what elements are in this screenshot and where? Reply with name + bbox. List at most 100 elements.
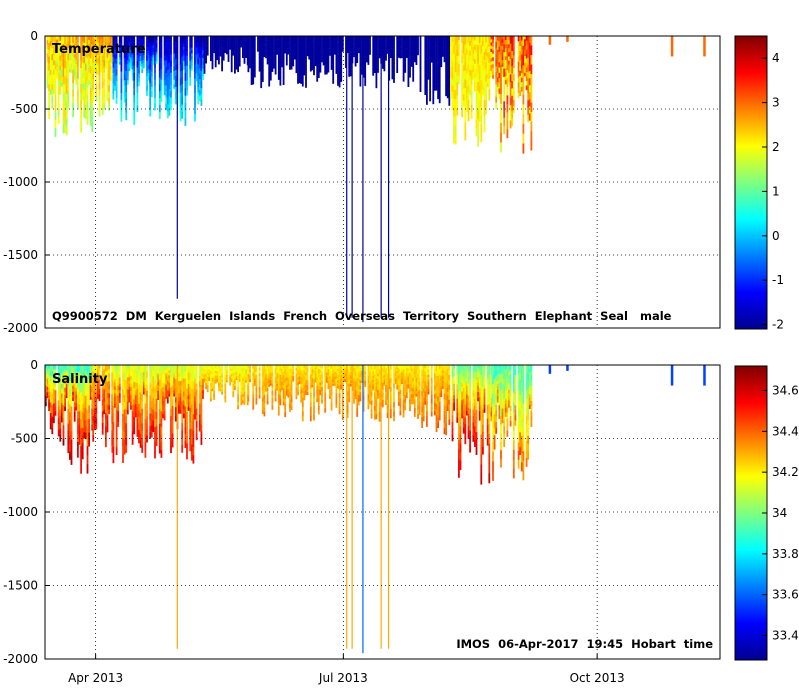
profile-cell xyxy=(338,57,341,62)
profile-cell xyxy=(293,45,296,48)
profile-cell xyxy=(362,67,365,71)
profile-cell xyxy=(128,56,131,60)
profile-cell xyxy=(211,382,214,385)
profile-cell xyxy=(451,79,454,86)
profile-cell xyxy=(271,56,274,61)
profile-cell xyxy=(195,43,198,48)
colorbar-tick-label: 4 xyxy=(772,51,780,65)
profile-cell xyxy=(187,365,190,370)
profile-cell xyxy=(144,403,147,412)
profile-cell xyxy=(200,384,203,392)
profile-cell xyxy=(70,406,73,416)
profile-cell xyxy=(232,40,235,43)
profile-cell xyxy=(67,408,70,417)
profile-cell xyxy=(155,52,158,55)
profile-cell xyxy=(146,384,148,391)
profile-cell xyxy=(131,411,134,419)
profile-cell xyxy=(419,36,422,41)
profile-cell xyxy=(57,412,60,419)
profile-cell xyxy=(314,41,317,44)
profile-cell xyxy=(171,378,174,386)
profile-cell xyxy=(269,43,272,48)
profile-cell xyxy=(391,50,394,55)
profile-cell xyxy=(45,365,47,369)
profile-cell xyxy=(146,90,148,96)
profile-cell xyxy=(284,44,287,47)
profile-cell xyxy=(512,67,515,75)
profile-cell xyxy=(509,51,512,60)
profile-cell xyxy=(224,40,227,42)
profile-cell xyxy=(98,394,101,398)
profile-cell xyxy=(100,36,102,40)
profile-cell xyxy=(216,43,219,47)
profile-cell xyxy=(361,64,363,69)
profile-cell xyxy=(257,42,259,44)
profile-cell xyxy=(81,51,84,58)
profile-cell xyxy=(174,416,177,422)
profile-cell xyxy=(258,59,261,63)
profile-cell xyxy=(500,45,502,56)
profile-cell xyxy=(263,399,266,404)
profile-cell xyxy=(73,54,76,58)
profile-cell xyxy=(511,43,514,52)
profile-cell xyxy=(198,398,201,404)
profile-cell xyxy=(301,56,304,62)
profile-cell xyxy=(150,46,153,52)
profile-cell xyxy=(142,60,145,64)
profile-cell xyxy=(131,54,134,59)
profile-cell xyxy=(522,55,525,66)
profile-cell xyxy=(109,36,112,40)
profile-cell xyxy=(62,425,65,433)
profile-cell xyxy=(234,367,236,370)
profile-cell xyxy=(170,408,172,417)
profile-cell xyxy=(133,365,136,371)
profile-cell xyxy=(67,438,70,446)
profile-cell xyxy=(243,52,246,55)
profile-cell xyxy=(158,387,161,395)
profile-cell xyxy=(146,416,148,424)
profile-cell xyxy=(189,60,192,66)
profile-cell xyxy=(266,38,269,41)
profile-cell xyxy=(404,60,407,64)
profile-cell xyxy=(49,45,52,51)
profile-cell xyxy=(252,72,255,77)
profile-cell xyxy=(59,55,62,61)
profile-cell xyxy=(230,372,233,374)
profile-cell xyxy=(203,378,206,380)
profile-cell xyxy=(138,378,140,385)
profile-cell xyxy=(157,388,160,392)
profile-cell xyxy=(295,51,298,55)
profile-cell xyxy=(314,63,317,66)
profile-cell xyxy=(152,387,155,394)
profile-cell xyxy=(179,389,182,394)
profile-cell xyxy=(123,365,126,373)
profile-cell xyxy=(57,430,60,437)
profile-cell xyxy=(316,73,319,78)
profile-cell xyxy=(173,79,176,85)
profile-cell xyxy=(57,365,60,372)
profile-cell xyxy=(356,60,359,63)
profile-cell xyxy=(354,38,357,42)
profile-cell xyxy=(362,42,365,47)
profile-cell xyxy=(456,62,459,70)
profile-cell xyxy=(527,107,530,116)
profile-cell xyxy=(203,70,206,74)
profile-cell xyxy=(451,97,454,105)
profile-cell xyxy=(69,48,71,52)
profile-cell xyxy=(348,56,351,60)
profile-cell xyxy=(247,383,250,387)
profile-cell xyxy=(194,36,196,44)
profile-cell xyxy=(146,50,148,57)
profile-cell xyxy=(407,65,410,71)
profile-cell xyxy=(61,40,63,45)
profile-cell xyxy=(498,78,501,84)
profile-cell xyxy=(242,39,244,42)
profile-cell xyxy=(114,49,116,55)
profile-cell xyxy=(147,76,150,81)
profile-cell xyxy=(453,53,455,64)
profile-cell xyxy=(330,66,333,70)
profile-cell xyxy=(443,53,446,56)
profile-cell xyxy=(300,75,303,80)
profile-cell xyxy=(108,60,110,68)
profile-cell xyxy=(101,376,104,383)
